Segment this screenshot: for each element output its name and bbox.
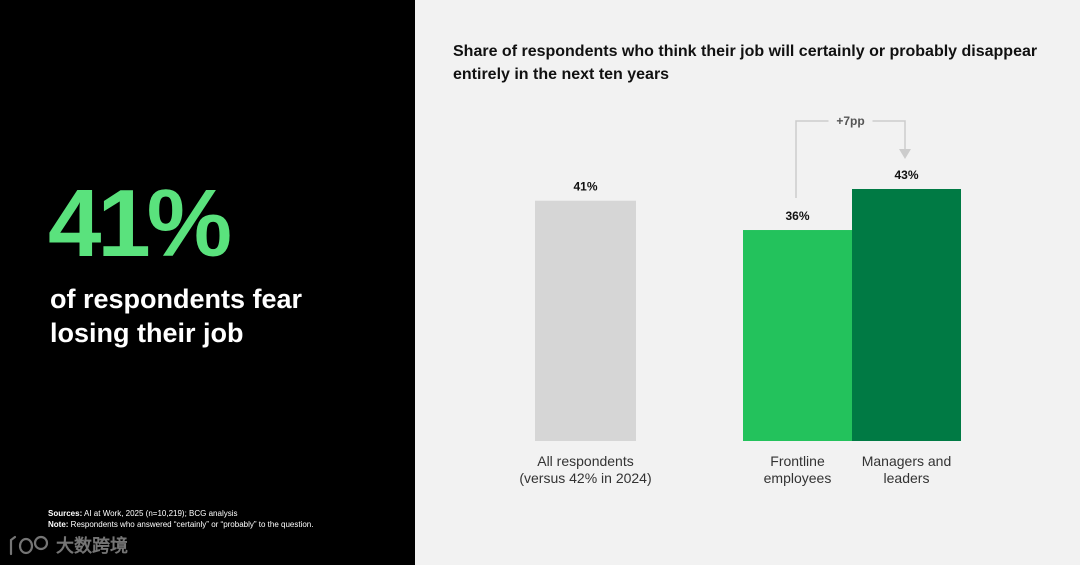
bar-2 (743, 230, 852, 441)
watermark: 大数跨境 (8, 532, 128, 558)
comparison-label-bg (828, 113, 873, 129)
comparison-arrow-icon (899, 149, 911, 159)
note-label: Note: (48, 520, 69, 529)
sources-label: Sources: (48, 509, 83, 518)
headline-caption: of respondents fear losing their job (50, 284, 303, 348)
category-label-3-line-1: Managers and (862, 453, 952, 469)
bar-value-label-1: 41% (573, 180, 597, 194)
sources-line: Sources: AI at Work, 2025 (n=10,219); BC… (48, 508, 408, 519)
category-label-3-line-2: leaders (884, 470, 930, 486)
category-label-1-line-1: All respondents (537, 453, 634, 469)
comparison-label: +7pp (836, 114, 864, 128)
chart-title: Share of respondents who think their job… (453, 43, 1038, 83)
watermark-logo-icon (9, 535, 49, 556)
category-label-2-line-1: Frontline (770, 453, 825, 469)
bar-value-label-3: 43% (894, 168, 918, 182)
headline-stat: 41% (48, 170, 232, 277)
comparison-bracket-line (795, 120, 906, 199)
category-label-2-line-2: employees (764, 470, 832, 486)
bar-3 (852, 189, 961, 441)
bar-value-label-2: 36% (785, 209, 809, 223)
labels-layer: 41% All respondents(versus 42% in 2024) 36… (519, 168, 951, 486)
bars-layer (535, 189, 961, 441)
comparison-bracket: +7pp (795, 113, 911, 199)
note-line: Note: Respondents who answered “certainl… (48, 519, 408, 530)
sources-text: AI at Work, 2025 (n=10,219); BCG analysi… (82, 509, 238, 518)
bar-1 (535, 200, 636, 441)
left-panel: 41% of respondents fear losing their job… (0, 0, 415, 565)
watermark-text: 大数跨境 (56, 536, 128, 556)
category-label-1-line-2: (versus 42% in 2024) (519, 470, 651, 486)
note-text: Respondents who answered “certainly” or … (68, 520, 314, 529)
footnotes: Sources: AI at Work, 2025 (n=10,219); BC… (48, 508, 408, 530)
